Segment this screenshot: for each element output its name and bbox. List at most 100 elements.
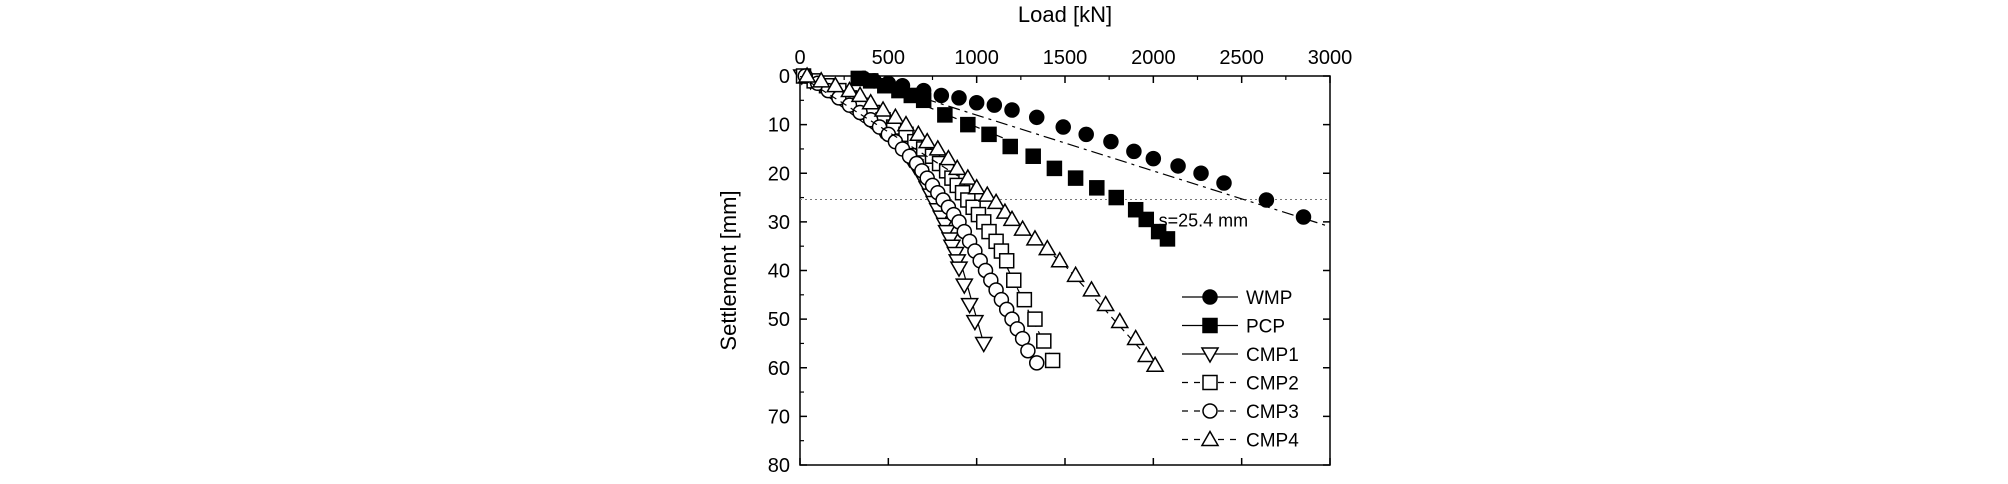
point-pcp [981, 126, 997, 143]
point-pcp [1002, 138, 1018, 155]
point-cmp1 [960, 297, 979, 315]
x-tick-label: 1000 [954, 47, 999, 69]
point-cmp4 [958, 168, 978, 185]
point-cmp4 [977, 185, 997, 202]
legend-marker-cmp4 [1200, 429, 1220, 447]
legend-marker-cmp2 [1202, 374, 1218, 391]
point-cmp4 [840, 81, 859, 98]
y-tick-label: 20 [768, 163, 790, 185]
x-tick-label: 2000 [1131, 47, 1176, 69]
legend-marker-cmp1 [1200, 347, 1220, 364]
point-pcp [1046, 160, 1063, 177]
point-wmp [1126, 143, 1142, 160]
point-cmp3 [1020, 342, 1036, 359]
point-pcp [1159, 231, 1176, 247]
point-pcp [862, 73, 879, 89]
legend-label-pcp: PCP [1246, 317, 1285, 338]
point-cmp4 [850, 85, 870, 103]
legend-label-cmp4: CMP4 [1246, 431, 1299, 452]
point-pcp [1067, 170, 1084, 186]
y-axis-title: Settlement [mm] [716, 190, 741, 350]
series-line-wmp [852, 76, 1330, 228]
point-cmp3 [1028, 355, 1045, 371]
x-tick-label: 1500 [1043, 47, 1088, 69]
point-wmp [1028, 109, 1045, 126]
point-cmp4 [1082, 280, 1101, 297]
point-cmp4 [939, 149, 958, 166]
point-cmp4 [861, 93, 881, 110]
point-cmp4 [886, 107, 905, 125]
y-tick-label: 80 [768, 455, 790, 477]
reference-line-label: s=25.4 mm [1159, 211, 1249, 231]
point-cmp4 [873, 100, 893, 117]
point-cmp4 [1136, 346, 1156, 363]
x-tick-label: 500 [872, 47, 905, 69]
legend-label-cmp1: CMP1 [1246, 345, 1299, 366]
point-wmp [1004, 102, 1020, 118]
legend-marker-cmp3 [1202, 403, 1218, 419]
point-wmp [1216, 175, 1232, 191]
y-tick-label: 70 [768, 406, 790, 428]
point-pcp [1089, 180, 1105, 196]
point-wmp [1078, 126, 1094, 143]
legend-label-cmp3: CMP3 [1246, 402, 1299, 423]
point-cmp4 [896, 115, 916, 132]
point-cmp4 [811, 71, 831, 88]
point-cmp1 [954, 278, 974, 295]
point-cmp4 [947, 158, 967, 176]
point-cmp4 [1066, 265, 1085, 283]
point-wmp [1145, 150, 1162, 167]
point-cmp4 [797, 66, 817, 83]
point-cmp4 [909, 124, 928, 142]
point-wmp [986, 97, 1003, 113]
point-pcp [1138, 211, 1155, 228]
x-tick-label: 0 [794, 47, 805, 69]
point-cmp4 [1096, 294, 1115, 312]
point-cmp4 [1013, 219, 1032, 236]
point-cmp4 [825, 76, 845, 93]
point-cmp4 [967, 178, 987, 195]
point-wmp [968, 94, 985, 111]
point-cmp4 [995, 202, 1015, 219]
point-pcp [960, 116, 976, 133]
point-cmp2 [1027, 311, 1043, 327]
point-pcp [915, 92, 932, 109]
y-tick-label: 50 [768, 309, 790, 331]
point-wmp [951, 90, 967, 106]
y-tick-label: 10 [768, 115, 790, 137]
point-cmp4 [917, 132, 937, 149]
point-pcp [1025, 148, 1041, 164]
point-wmp [1295, 209, 1312, 225]
point-cmp4 [1110, 312, 1130, 329]
legend-marker-wmp [1202, 289, 1218, 305]
point-pcp [937, 107, 953, 123]
y-tick-label: 40 [768, 261, 790, 283]
point-cmp4 [1002, 209, 1022, 227]
point-wmp [1103, 133, 1119, 150]
point-wmp [1258, 192, 1275, 208]
y-tick-label: 30 [768, 212, 790, 234]
point-cmp4 [1050, 251, 1070, 268]
x-tick-label: 2500 [1219, 47, 1264, 69]
point-cmp2 [1006, 272, 1022, 288]
point-wmp [1170, 158, 1186, 174]
point-cmp4 [1037, 239, 1057, 256]
point-pcp [1108, 189, 1124, 206]
legend-marker-pcp [1202, 317, 1218, 334]
y-tick-label: 0 [779, 66, 790, 88]
point-cmp2 [1016, 291, 1033, 308]
legend-label-wmp: WMP [1246, 288, 1292, 309]
point-wmp [933, 87, 950, 104]
legend-label-cmp2: CMP2 [1246, 374, 1299, 395]
point-cmp4 [928, 139, 948, 156]
point-wmp [1055, 119, 1071, 135]
x-axis-title: Load [kN] [1018, 2, 1112, 27]
point-cmp4 [986, 192, 1006, 210]
point-cmp4 [1145, 355, 1165, 373]
point-wmp [1193, 165, 1209, 181]
point-cmp2 [1036, 333, 1052, 349]
point-cmp1 [949, 261, 969, 278]
series-line-cmp3 [800, 76, 1038, 364]
